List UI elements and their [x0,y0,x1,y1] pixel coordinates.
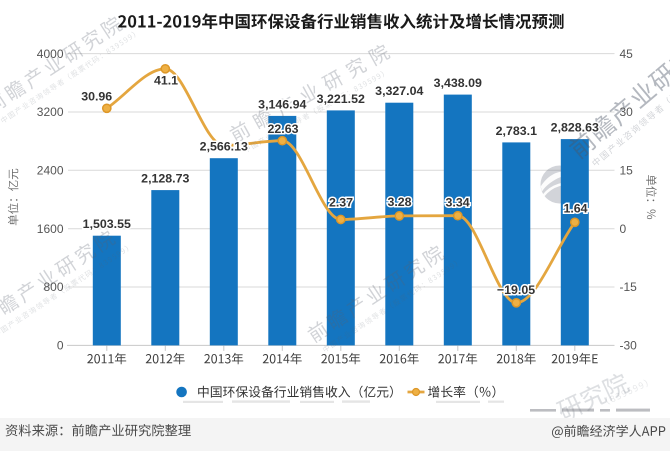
svg-text:4000: 4000 [37,47,64,61]
svg-text:-15: -15 [620,280,638,294]
svg-text:2,783.1: 2,783.1 [496,124,537,138]
svg-text:30: 30 [620,105,634,119]
svg-text:15: 15 [620,164,634,178]
svg-text:1600: 1600 [37,222,64,236]
svg-text:3.28: 3.28 [387,195,411,209]
svg-text:2.37: 2.37 [329,196,353,210]
svg-text:2,566.13: 2,566.13 [200,140,248,154]
svg-text:30.96: 30.96 [81,90,112,104]
svg-text:3,327.04: 3,327.04 [375,84,423,98]
svg-text:3.34: 3.34 [446,196,470,210]
svg-text:0: 0 [620,222,627,236]
svg-text:45: 45 [620,47,634,61]
svg-text:2,828.63: 2,828.63 [551,121,599,135]
svg-text:22.63: 22.63 [267,122,298,136]
svg-text:800: 800 [43,280,63,294]
svg-text:3200: 3200 [37,105,64,119]
svg-text:2400: 2400 [37,164,64,178]
svg-text:1,503.55: 1,503.55 [83,217,131,231]
svg-text:-30: -30 [620,339,638,353]
svg-text:3,221.52: 3,221.52 [317,92,365,106]
svg-text:0: 0 [57,339,64,353]
svg-text:−19.05: −19.05 [497,283,535,297]
svg-text:3,438.09: 3,438.09 [434,76,482,90]
svg-text:1.64: 1.64 [563,202,587,216]
svg-text:41.1: 41.1 [154,74,178,88]
svg-text:3,146.94: 3,146.94 [258,97,306,111]
svg-text:2,128.73: 2,128.73 [141,172,189,186]
